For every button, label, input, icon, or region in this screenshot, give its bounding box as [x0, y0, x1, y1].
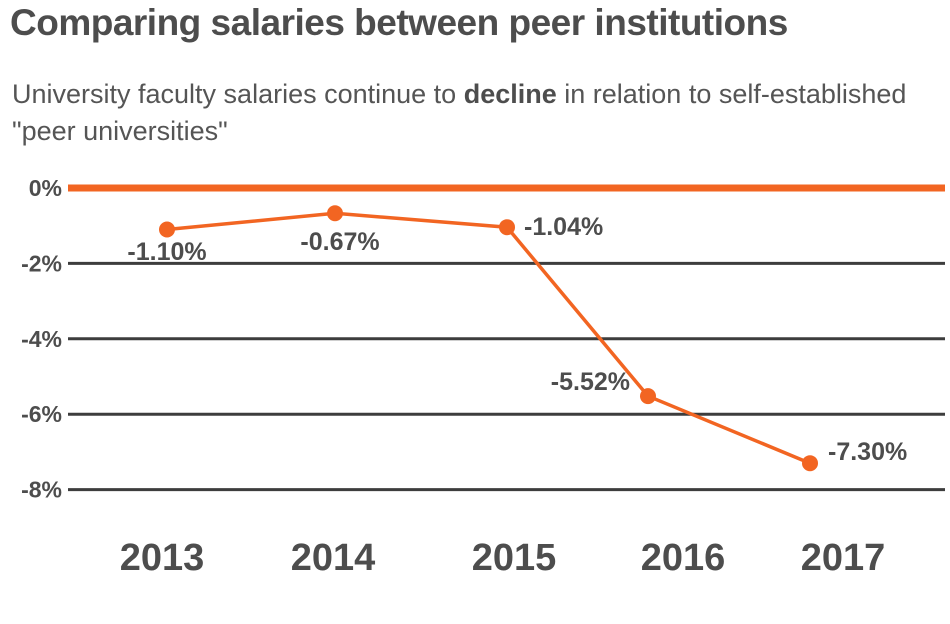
x-tick-label: 2014	[291, 537, 376, 579]
x-tick-label: 2013	[120, 537, 205, 579]
data-label: -0.67%	[300, 228, 379, 256]
subtitle-text-end: in relation to self-established "peer un…	[12, 79, 907, 146]
y-tick-label: -4%	[21, 326, 62, 352]
x-tick-label: 2016	[641, 537, 726, 579]
y-tick-label: -2%	[21, 250, 62, 276]
y-tick-label: -6%	[21, 401, 62, 427]
data-label: -1.04%	[524, 213, 603, 241]
data-point	[802, 455, 818, 472]
y-tick-label: -8%	[21, 477, 62, 503]
data-label: -5.52%	[551, 368, 630, 396]
data-point	[159, 221, 175, 238]
data-label: -7.30%	[828, 438, 907, 466]
data-label: -1.10%	[127, 238, 206, 266]
x-tick-label: 2015	[472, 537, 557, 579]
x-tick-label: 2017	[801, 537, 886, 579]
y-tick-label: 0%	[29, 175, 62, 201]
chart-title: Comparing salaries between peer institut…	[10, 2, 788, 43]
subtitle-bold-word: decline	[463, 79, 557, 109]
data-point	[499, 219, 515, 236]
subtitle-text-start: University faculty salaries continue to	[12, 79, 464, 109]
data-point	[327, 205, 343, 222]
data-point	[640, 388, 656, 405]
chart-subtitle: University faculty salaries continue to …	[12, 76, 950, 150]
